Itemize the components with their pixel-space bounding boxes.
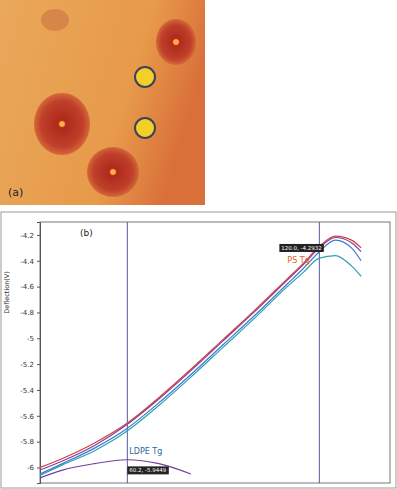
series-line — [40, 238, 361, 471]
marker-value: 120.0, -4.2932 — [281, 245, 321, 251]
marker-value: 60.2, -5.9449 — [129, 467, 166, 473]
marker-tip: 120.0, -4.2932 — [279, 244, 323, 252]
tick-label: -5.6 — [20, 413, 34, 421]
domain — [156, 19, 196, 65]
tick-label: -4.2 — [20, 232, 34, 240]
tick: -4.6 — [20, 283, 40, 291]
marker-box — [127, 466, 168, 474]
tick: -4.8 — [20, 309, 40, 317]
marker-name: PS Tg — [287, 256, 309, 265]
tick-label: -4.4 — [20, 258, 34, 266]
probe-spot — [135, 118, 155, 138]
tick-mark — [37, 261, 40, 262]
tick-mark — [37, 416, 40, 417]
series-line — [40, 240, 361, 474]
image-panel: (a) — [0, 0, 205, 205]
tick-mark — [37, 235, 40, 236]
tick-label: -5 — [27, 335, 34, 343]
series-line — [40, 236, 361, 467]
tick: -5.2 — [20, 361, 40, 369]
plot-area — [40, 236, 361, 478]
axis-title: Deflection(V) — [3, 271, 11, 314]
tick-mark — [37, 312, 40, 313]
tick-label: -6 — [27, 464, 35, 472]
tick-label: -5.8 — [20, 438, 34, 446]
marker-line — [127, 222, 128, 483]
marker-box — [279, 244, 323, 252]
y-axis: -4.2 -4.4 -4.6 -4.8 -5 -5.2 -5.4 -5.6 -5.8 -6 — [20, 223, 40, 484]
domain — [34, 93, 90, 155]
tick-mark — [37, 467, 40, 468]
tick: -5.8 — [20, 438, 40, 446]
tick: -6 — [27, 464, 40, 472]
tick-label: -4.8 — [20, 309, 34, 317]
tip-spot — [59, 121, 66, 128]
tick: -4.2 — [20, 232, 40, 240]
tick-mark — [37, 287, 40, 288]
plot-frame — [40, 222, 390, 483]
tick-mark — [37, 390, 40, 391]
domain — [87, 147, 139, 197]
image-background — [0, 0, 205, 205]
domain — [41, 9, 69, 31]
tick-mark — [37, 338, 40, 339]
axis-line — [37, 223, 41, 484]
tick: -5 — [27, 335, 40, 343]
tick-label: -5.2 — [20, 361, 34, 369]
panel-label: (b) — [80, 228, 93, 238]
tick-mark — [37, 442, 40, 443]
marker-tip: 60.2, -5.9449 — [127, 466, 168, 474]
tick: -5.4 — [20, 387, 40, 395]
series-line — [40, 460, 191, 478]
panel-frame — [1, 212, 396, 488]
chart: -4.2 -4.4 -4.6 -4.8 -5 -5.2 -5.4 -5.6 -5.8 -6 Defl… — [1, 212, 396, 488]
tick-label: -5.4 — [20, 387, 34, 395]
tick-mark — [37, 364, 40, 365]
tip-spot — [110, 169, 117, 176]
figure: (a) -4.2 -4.4 -4.6 -4.8 -5 -5.2 -5.4 -5.6 -5.8 -6 D… — [0, 0, 397, 489]
tick: -5.6 — [20, 413, 40, 421]
tick: -4.4 — [20, 258, 40, 266]
series-line — [40, 256, 361, 476]
marker-line — [319, 222, 320, 483]
panel-label: (a) — [8, 186, 23, 199]
tick-label: -4.6 — [20, 283, 34, 291]
marker-name: LDPE Tg — [129, 447, 162, 456]
tip-spot — [173, 39, 180, 46]
probe-spot — [135, 67, 155, 87]
